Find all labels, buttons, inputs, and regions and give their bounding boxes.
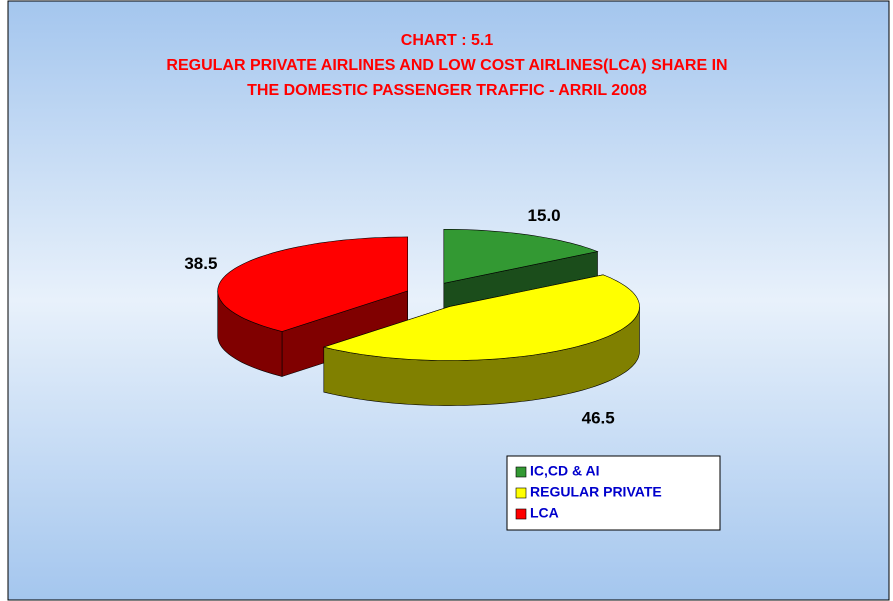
slice bbox=[322, 274, 640, 361]
legend-swatch bbox=[515, 508, 527, 520]
data-label: 15.0 bbox=[528, 206, 561, 225]
data-label: 38.5 bbox=[184, 254, 217, 273]
slice bbox=[217, 236, 408, 332]
legend: IC,CD & AI REGULAR PRIVATE LCA bbox=[515, 463, 662, 521]
pie: 15.0 46.5 38.5 bbox=[184, 206, 640, 427]
legend-label: LCA bbox=[530, 505, 559, 521]
legend-swatch bbox=[515, 487, 527, 499]
legend-swatch bbox=[515, 466, 527, 478]
data-label: 46.5 bbox=[582, 408, 615, 427]
chart-title: THE DOMESTIC PASSENGER TRAFFIC - ARRIL 2… bbox=[247, 82, 647, 99]
chart-title: CHART : 5.1 bbox=[401, 32, 494, 49]
legend-box bbox=[506, 455, 721, 531]
legend-label: IC,CD & AI bbox=[530, 463, 599, 479]
chart-title: REGULAR PRIVATE AIRLINES AND LOW COST AI… bbox=[166, 57, 727, 74]
legend-label: REGULAR PRIVATE bbox=[530, 484, 662, 500]
slice bbox=[443, 229, 599, 284]
